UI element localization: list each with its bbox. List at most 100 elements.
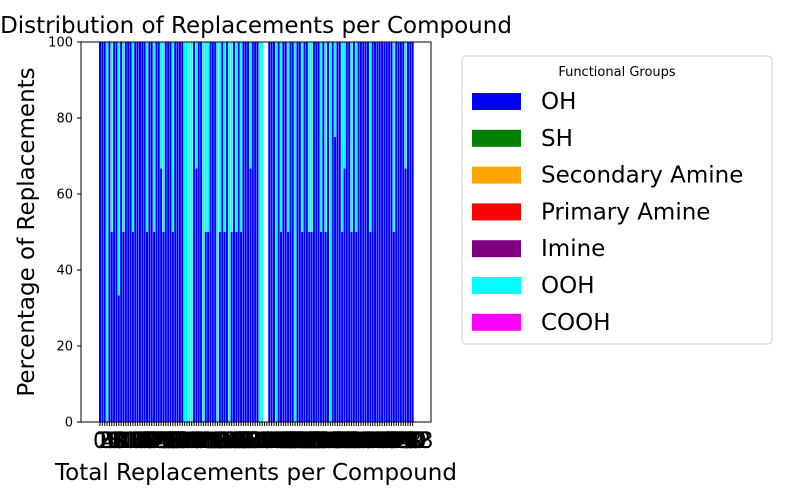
x-tick-label: 29 [154, 429, 182, 454]
bar-segment-oh [232, 42, 235, 422]
bar-segment-oh [155, 42, 158, 422]
bar-segment-ooh [287, 42, 290, 232]
x-tick-label: 109 [335, 429, 377, 454]
chart-title: Distribution of Replacements per Compoun… [0, 13, 512, 39]
bar-segment-oh [230, 232, 233, 422]
x-tick-label: 104 [323, 429, 365, 454]
bar-segment-oh [99, 42, 101, 422]
bar-segment-oh [171, 232, 174, 422]
bar-segment-oh [280, 232, 283, 422]
bar-segment-oh [268, 42, 271, 422]
x-tick-label: 8 [112, 429, 126, 454]
bar-segment-oh [115, 42, 118, 422]
x-tick-label: 20 [133, 429, 161, 454]
x-tick-label: 52 [208, 429, 236, 454]
bar-segment-oh [129, 42, 132, 422]
bar-segment-oh [319, 232, 322, 422]
x-tick-label: 97 [314, 429, 342, 454]
bar-segment-oh [160, 168, 163, 422]
legend-swatch-secondary-amine [472, 166, 521, 184]
x-axis-label: Total Replacements per Compound [54, 460, 457, 486]
x-tick-label: 112 [342, 429, 384, 454]
bar-segment-ooh [228, 42, 231, 422]
legend-entries: OH SH Secondary Amine Primary Amine Imine OOH… [472, 89, 743, 336]
bar-segment-ooh [223, 42, 226, 232]
legend-swatch-imine [472, 240, 521, 258]
bar-segment-ooh [334, 42, 337, 137]
bar-segment-ooh [310, 42, 313, 232]
bar-segment-oh [411, 42, 414, 422]
x-tick-label: 4 [102, 429, 116, 454]
x-tick-label: 115 [349, 429, 391, 454]
x-tick-label: 76 [265, 429, 293, 454]
x-tick-label: 22 [138, 429, 166, 454]
x-tick-label: 17 [126, 429, 154, 454]
bar-segment-oh [338, 42, 341, 422]
bar-segment-oh [322, 42, 325, 422]
y-tick-label: 40 [56, 264, 73, 279]
x-tick-label: 102 [319, 429, 361, 454]
x-tick-label: 23 [140, 429, 168, 454]
x-tick-label: 133 [392, 429, 434, 454]
bar-segment-oh [406, 42, 409, 422]
x-tick-label: 100 [314, 429, 356, 454]
bar-segment-oh [162, 232, 165, 422]
bar-segment-oh [303, 42, 306, 422]
bar-segment-ooh [202, 42, 205, 422]
x-tick-label: 51 [206, 429, 234, 454]
x-tick-label: 87 [291, 429, 319, 454]
x-tick-label: 130 [385, 429, 427, 454]
bar-segment-ooh [131, 42, 134, 232]
bar-segment-oh [369, 232, 372, 422]
bar-segment-ooh [117, 42, 120, 296]
bar-segment-oh [359, 42, 362, 422]
x-tick-label: 11 [112, 429, 140, 454]
bar-segment-oh [122, 232, 125, 422]
legend-label-oh: OH [541, 89, 576, 115]
x-tick-label: 55 [215, 429, 243, 454]
bar-segment-ooh [195, 42, 198, 169]
x-tick-label: 66 [241, 429, 269, 454]
bar-segment-ooh [146, 42, 149, 232]
bar-segment-ooh [343, 42, 346, 169]
bar-segment-oh [371, 42, 374, 422]
x-tick-label: 94 [307, 429, 335, 454]
x-tick-label: 62 [232, 429, 260, 454]
x-tick-label: 93 [305, 429, 333, 454]
x-tick-label: 70 [251, 429, 279, 454]
bar-segment-ooh [308, 42, 311, 232]
bar-segment-oh [352, 42, 355, 422]
x-tick-label: 32 [161, 429, 189, 454]
bar-segment-ooh [153, 42, 156, 232]
x-tick-label: 44 [189, 429, 217, 454]
y-tick-label: 100 [48, 36, 73, 51]
bar-segment-oh [390, 42, 393, 422]
bar-segment-oh [103, 42, 106, 422]
x-tick-label: 73 [258, 429, 286, 454]
bar-segment-oh [157, 42, 160, 422]
bar-segment-oh [244, 42, 247, 422]
x-tick-label: 7 [109, 429, 123, 454]
bar-segment-oh [287, 232, 290, 422]
bar-segment-oh [341, 232, 344, 422]
x-tick-label: 57 [220, 429, 248, 454]
x-tick-label: 34 [166, 429, 194, 454]
x-tick-label: 125 [373, 429, 415, 454]
bar-segment-oh [225, 42, 228, 422]
bar-segment-ooh [240, 42, 243, 232]
bar-segment-oh [141, 42, 144, 422]
x-tick-label: 88 [293, 429, 321, 454]
bar-segment-oh [146, 232, 149, 422]
bar-segment-oh [355, 232, 358, 422]
bar-segment-oh [350, 232, 353, 422]
y-axis: 0 20 40 60 80 100 [48, 36, 81, 431]
x-tick-label: 124 [370, 429, 412, 454]
x-tick-label: 21 [135, 429, 163, 454]
x-tick-label: 107 [331, 429, 373, 454]
legend-label-secondary-amine: Secondary Amine [541, 163, 743, 189]
x-tick-label: 128 [380, 429, 422, 454]
x-tick-label: 25 [145, 429, 173, 454]
legend-swatch-primary-amine [472, 203, 521, 221]
bar-segment-oh [108, 42, 111, 422]
x-tick-label: 27 [149, 429, 177, 454]
